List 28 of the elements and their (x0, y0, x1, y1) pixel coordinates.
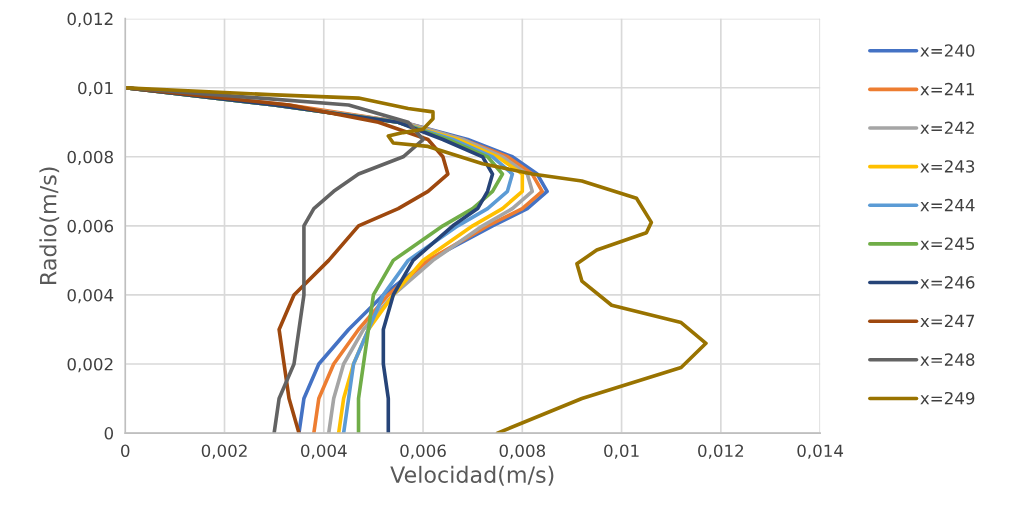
x-tick-label: 0,004 (301, 444, 347, 459)
y-tick-label: 0,002 (67, 357, 113, 373)
y-axis-title: Radio(m/s) (39, 167, 60, 284)
y-tick-label: 0,004 (67, 288, 114, 304)
y-tick-label: 0,008 (67, 150, 113, 166)
y-tick-label: 0 (104, 427, 114, 440)
legend-label: x=242 (920, 121, 974, 134)
legend-label: x=243 (920, 160, 975, 173)
legend-label: x=249 (920, 391, 975, 405)
legend-label: x=247 (920, 314, 975, 328)
y-tick-label: 0,006 (67, 219, 114, 235)
x-tick-label: 0 (121, 444, 130, 458)
legend-label: x=245 (920, 237, 975, 250)
legend-label: x=244 (920, 198, 975, 212)
line-series (125, 85, 708, 434)
legend-label: x=241 (920, 82, 974, 96)
legend-label: x=246 (920, 276, 975, 289)
y-tick-label: 0,01 (78, 81, 113, 96)
x-tick-label: 0,01 (604, 444, 639, 459)
x-tick-label: 0,006 (400, 444, 446, 459)
x-axis-title: Velocidad(m/s) (390, 465, 554, 486)
x-tick-label: 0,002 (201, 444, 247, 459)
legend-label: x=240 (920, 44, 975, 57)
x-tick-label: 0,014 (797, 444, 844, 459)
legend-label: x=248 (920, 353, 975, 366)
y-tick-label: 0,012 (67, 12, 113, 27)
x-tick-label: 0,012 (698, 444, 744, 459)
x-tick-label: 0,008 (499, 444, 546, 459)
